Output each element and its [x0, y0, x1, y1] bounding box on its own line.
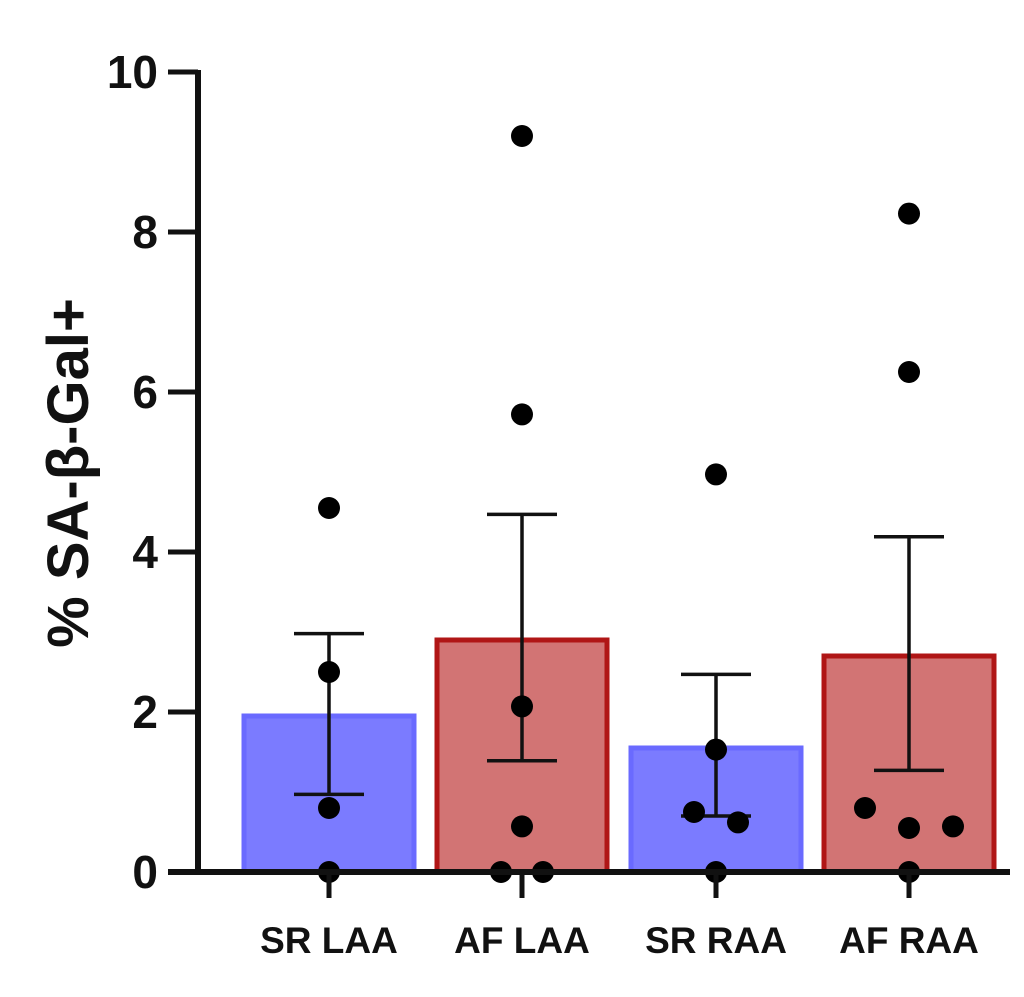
data-point — [942, 815, 964, 838]
data-points — [318, 125, 964, 883]
bars — [241, 637, 997, 875]
data-point — [683, 801, 705, 823]
data-point — [318, 661, 340, 683]
y-axis-title: % SA-β-Gal+ — [36, 298, 101, 648]
x-category-label: AF LAA — [454, 920, 590, 961]
y-tick-label: 4 — [132, 526, 158, 578]
y-tick-label: 10 — [107, 46, 158, 98]
data-point — [705, 738, 727, 761]
data-point — [511, 125, 533, 147]
y-tick-label: 0 — [132, 846, 158, 898]
data-point — [727, 811, 749, 834]
data-point — [898, 361, 920, 383]
axes: 0 2 4 6 8 10 SR LAA AF LAA SR RAA AF RAA — [107, 46, 1010, 961]
data-point — [511, 815, 533, 838]
data-point — [511, 695, 533, 718]
x-category-label: SR RAA — [645, 920, 787, 961]
data-point — [898, 817, 920, 839]
data-point — [854, 797, 876, 819]
y-tick-label: 6 — [132, 366, 158, 418]
y-tick-label: 8 — [132, 206, 158, 258]
data-point — [318, 497, 340, 519]
data-point — [318, 797, 340, 819]
data-point — [705, 463, 727, 486]
y-tick-label: 2 — [132, 686, 158, 738]
x-category-label: AF RAA — [839, 920, 979, 961]
data-point — [898, 202, 920, 225]
x-category-label: SR LAA — [260, 920, 398, 961]
data-point — [511, 403, 533, 426]
